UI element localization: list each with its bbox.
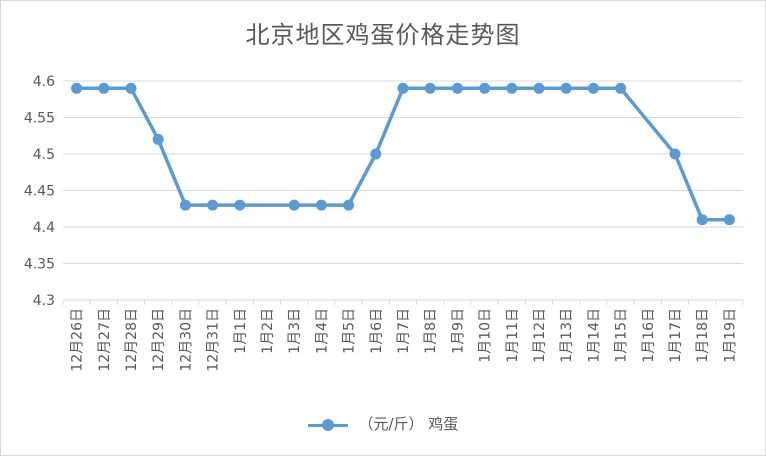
- data-point: [343, 199, 355, 211]
- legend-label: （元/斤） 鸡蛋: [358, 415, 459, 433]
- data-point: [451, 82, 463, 94]
- data-point: [315, 199, 327, 211]
- x-tick-label: 1月3日: [287, 308, 303, 354]
- data-point: [479, 82, 491, 94]
- data-point: [615, 82, 627, 94]
- x-tick-label: 1月12日: [532, 308, 548, 363]
- x-tick-label: 1月2日: [260, 308, 276, 354]
- x-tick-label: 1月13日: [559, 308, 575, 363]
- x-tick-label: 1月6日: [369, 308, 385, 354]
- data-point: [71, 82, 83, 94]
- data-point: [424, 82, 436, 94]
- y-tick-label: 4.4: [33, 220, 55, 236]
- data-point: [179, 199, 191, 211]
- x-tick-label: 12月31日: [206, 308, 222, 372]
- y-tick-label: 4.45: [24, 184, 55, 200]
- x-tick-label: 12月27日: [97, 308, 113, 372]
- x-tick-label: 1月19日: [722, 308, 738, 363]
- x-tick-label: 1月7日: [396, 308, 412, 354]
- data-point: [207, 199, 219, 211]
- data-point: [152, 133, 164, 145]
- x-tick-label: 12月28日: [124, 308, 140, 372]
- data-point: [288, 199, 300, 211]
- data-point: [98, 82, 110, 94]
- data-point: [696, 214, 708, 226]
- y-tick-label: 4.5: [33, 147, 55, 163]
- data-point: [560, 82, 572, 94]
- x-tick-label: 12月29日: [151, 308, 167, 372]
- x-tick-label: 1月10日: [478, 308, 494, 363]
- data-point: [669, 148, 681, 160]
- x-tick-label: 12月30日: [178, 308, 194, 372]
- data-point: [397, 82, 409, 94]
- x-tick-label: 1月4日: [314, 308, 330, 354]
- x-tick-label: 1月16日: [641, 308, 657, 363]
- y-tick-label: 4.35: [24, 257, 55, 273]
- data-point: [587, 82, 599, 94]
- data-point: [125, 82, 137, 94]
- data-point: [234, 199, 246, 211]
- data-point: [370, 148, 382, 160]
- x-tick-label: 1月17日: [668, 308, 684, 363]
- x-tick-label: 1月11日: [505, 308, 521, 363]
- y-tick-label: 4.55: [24, 111, 55, 127]
- x-tick-label: 1月9日: [450, 308, 466, 354]
- chart-title: 北京地区鸡蛋价格走势图: [245, 21, 521, 49]
- data-point: [723, 214, 735, 226]
- x-tick-label: 1月5日: [342, 308, 358, 354]
- y-tick-label: 4.6: [33, 74, 55, 90]
- x-tick-label: 1月15日: [614, 308, 630, 363]
- data-point: [533, 82, 545, 94]
- x-tick-label: 12月26日: [70, 308, 86, 372]
- legend-swatch-icon: [307, 416, 348, 434]
- y-tick-label: 4.3: [33, 293, 55, 309]
- x-tick-label: 1月8日: [423, 308, 439, 354]
- data-point: [506, 82, 518, 94]
- legend: （元/斤） 鸡蛋: [1, 413, 765, 434]
- x-tick-label: 1月14日: [586, 308, 602, 363]
- x-tick-label: 1月1日: [233, 308, 249, 354]
- x-tick-label: 1月18日: [695, 308, 711, 363]
